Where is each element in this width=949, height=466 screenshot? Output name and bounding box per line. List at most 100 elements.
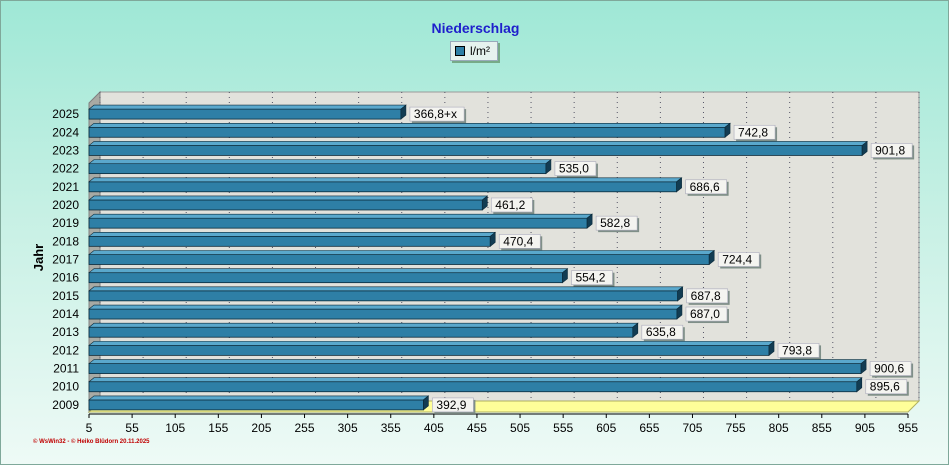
data-label-box — [869, 361, 912, 376]
x-tick-label: 205 — [251, 421, 271, 435]
bar-end — [562, 268, 568, 284]
bar — [88, 163, 547, 175]
bar-top — [88, 377, 863, 383]
bar-top — [88, 104, 407, 110]
x-tick-label: 355 — [381, 421, 401, 435]
bar-top — [88, 159, 552, 164]
data-label: 366,8+x — [414, 107, 457, 121]
bar — [88, 326, 634, 338]
bar — [88, 308, 678, 320]
y-tick-label: 2016 — [52, 271, 79, 285]
chart-title: Niederschlag — [431, 20, 520, 36]
bar — [88, 344, 770, 356]
bar — [88, 199, 483, 211]
y-tick-label: 2023 — [52, 143, 79, 157]
bar-top — [88, 141, 868, 146]
bar-top — [88, 395, 430, 401]
data-label: 742,8 — [738, 125, 768, 139]
y-tick-label: 2020 — [52, 198, 79, 212]
y-tick-label: 2024 — [52, 125, 79, 139]
bar — [88, 254, 710, 265]
bar-top — [88, 268, 569, 273]
bar — [88, 108, 402, 120]
x-tick-label: 705 — [682, 421, 702, 435]
bar-end — [860, 358, 867, 375]
x-tick-label: 105 — [165, 421, 185, 435]
bar — [88, 235, 491, 247]
y-tick-label: 2014 — [52, 307, 79, 321]
bar — [88, 217, 588, 229]
bar-end — [545, 158, 552, 175]
data-label: 900,6 — [874, 362, 904, 376]
data-label: 793,8 — [782, 343, 812, 357]
bar — [88, 290, 679, 302]
y-tick-label: 2022 — [52, 162, 79, 176]
legend-label: l/m² — [470, 44, 490, 58]
bar — [88, 181, 678, 193]
bar-top — [88, 195, 489, 201]
x-tick-label: 805 — [769, 421, 789, 435]
x-tick-label: 505 — [510, 421, 530, 435]
x-tick-label: 55 — [125, 421, 139, 435]
bar-top — [88, 232, 497, 237]
bar-end — [768, 340, 775, 357]
data-label-box — [685, 179, 727, 195]
data-label: 687,8 — [691, 289, 721, 303]
bar-end — [861, 140, 868, 157]
bar-end — [708, 249, 715, 266]
bar-end — [676, 177, 682, 193]
data-label-box — [641, 324, 684, 340]
bar-end — [489, 231, 496, 247]
data-label: 582,8 — [600, 216, 630, 230]
y-tick-label: 2009 — [52, 398, 79, 412]
y-axis-title: Jahr — [31, 244, 46, 271]
y-tick-label: 2011 — [53, 362, 79, 376]
bar-top — [88, 341, 775, 346]
y-tick-label: 2021 — [52, 180, 79, 194]
y-tick-label: 2012 — [52, 343, 79, 357]
data-label: 461,2 — [495, 198, 525, 212]
data-label: 392,9 — [436, 398, 466, 412]
y-tick-label: 2018 — [52, 234, 79, 248]
bar — [88, 381, 858, 393]
legend-swatch — [455, 46, 465, 56]
footer-credit: © WsWin32 - © Heiko Blüdorn 20.11.2025 — [33, 439, 150, 445]
x-tick-label: 405 — [424, 421, 444, 435]
x-tick-label: 955 — [898, 421, 918, 435]
data-label: 635,8 — [646, 325, 676, 339]
data-label-box — [870, 143, 913, 158]
x-tick-label: 855 — [812, 421, 832, 435]
x-tick-label: 455 — [467, 421, 487, 435]
data-label: 686,6 — [690, 180, 720, 194]
bar — [88, 399, 424, 411]
data-label-box — [686, 288, 728, 304]
data-label: 687,0 — [690, 307, 720, 321]
bar-top — [88, 122, 731, 128]
bar-end — [724, 122, 731, 138]
data-label-box — [717, 252, 760, 267]
data-label-box — [733, 124, 776, 140]
y-tick-label: 2010 — [52, 380, 79, 394]
x-tick-label: 605 — [596, 421, 616, 435]
y-tick-label: 2013 — [52, 325, 79, 339]
x-tick-label: 155 — [208, 421, 228, 435]
bar-end — [481, 195, 488, 211]
bar-end — [423, 395, 429, 411]
y-tick-label: 2025 — [52, 107, 79, 121]
legend: l/m² — [450, 41, 498, 61]
y-tick-label: 2019 — [52, 216, 79, 230]
bar-end — [676, 304, 683, 320]
bar-top — [88, 286, 684, 292]
bar-top — [88, 213, 593, 219]
data-label: 470,4 — [503, 234, 533, 248]
bar-top — [88, 177, 683, 183]
data-label: 535,0 — [559, 162, 589, 176]
data-label-box — [865, 379, 908, 395]
data-label: 895,6 — [870, 380, 900, 394]
data-label: 901,8 — [875, 143, 905, 157]
data-label-box — [490, 197, 533, 213]
bar-top — [88, 322, 639, 328]
bar-end — [677, 286, 683, 302]
x-tick-label: 305 — [338, 421, 358, 435]
bar — [88, 363, 862, 374]
